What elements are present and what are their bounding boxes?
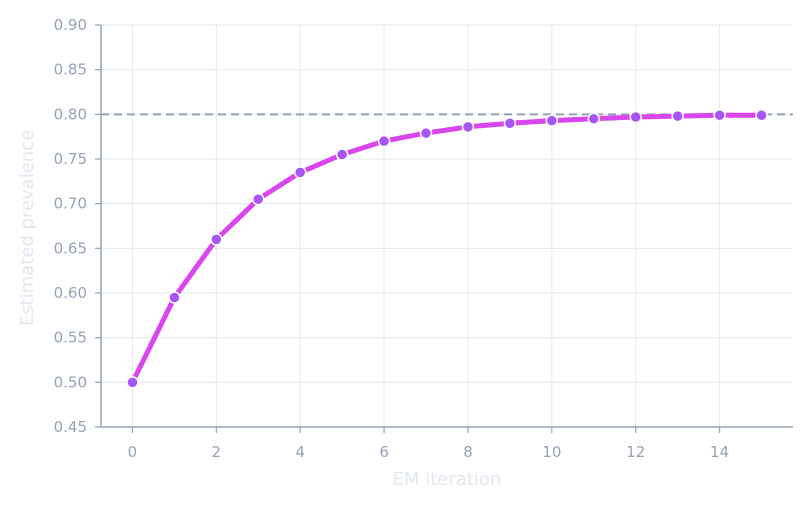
y-tick-label: 0.80 xyxy=(54,105,87,123)
x-tick-label: 2 xyxy=(212,443,222,461)
x-tick-label: 12 xyxy=(626,443,645,461)
x-tick-label: 8 xyxy=(463,443,473,461)
data-point xyxy=(293,166,307,179)
data-point xyxy=(377,134,391,148)
data-point xyxy=(126,376,139,389)
data-point xyxy=(335,148,349,161)
data-point xyxy=(168,291,181,304)
series-line xyxy=(130,112,764,385)
y-tick-label: 0.55 xyxy=(54,329,87,347)
data-point xyxy=(713,108,726,122)
y-tick-label: 0.45 xyxy=(54,418,87,436)
data-point xyxy=(252,192,265,206)
y-axis-title: Estimated prevalence xyxy=(17,130,38,326)
y-tick-label: 0.85 xyxy=(54,61,87,79)
data-point xyxy=(755,108,768,122)
y-tick-label: 0.75 xyxy=(54,150,87,168)
y-tick-label: 0.50 xyxy=(54,373,87,391)
x-axis-title: EM iteration xyxy=(393,469,502,490)
x-tick-label: 4 xyxy=(295,443,305,461)
data-point xyxy=(545,114,559,127)
series xyxy=(126,108,768,389)
data-point xyxy=(629,110,642,124)
data-point xyxy=(210,233,223,246)
data-point xyxy=(503,117,517,130)
ticks: 0.45 0.50 0.55 0.60 0.65 0.70 0.75 0.80 0.85 0.90… xyxy=(54,16,730,461)
grid xyxy=(101,24,793,428)
data-point xyxy=(461,120,475,134)
y-tick-label: 0.60 xyxy=(54,284,87,302)
data-point xyxy=(587,112,601,126)
y-tick-label: 0.90 xyxy=(54,16,87,34)
x-tick-label: 14 xyxy=(710,443,729,461)
data-point xyxy=(671,109,684,123)
axes xyxy=(100,25,793,428)
x-tick-label: 6 xyxy=(379,443,389,461)
data-point xyxy=(419,126,433,140)
y-tick-label: 0.65 xyxy=(54,239,87,257)
x-tick-label: 10 xyxy=(542,443,561,461)
x-tick-label: 0 xyxy=(128,443,138,461)
y-tick-label: 0.70 xyxy=(54,195,87,213)
